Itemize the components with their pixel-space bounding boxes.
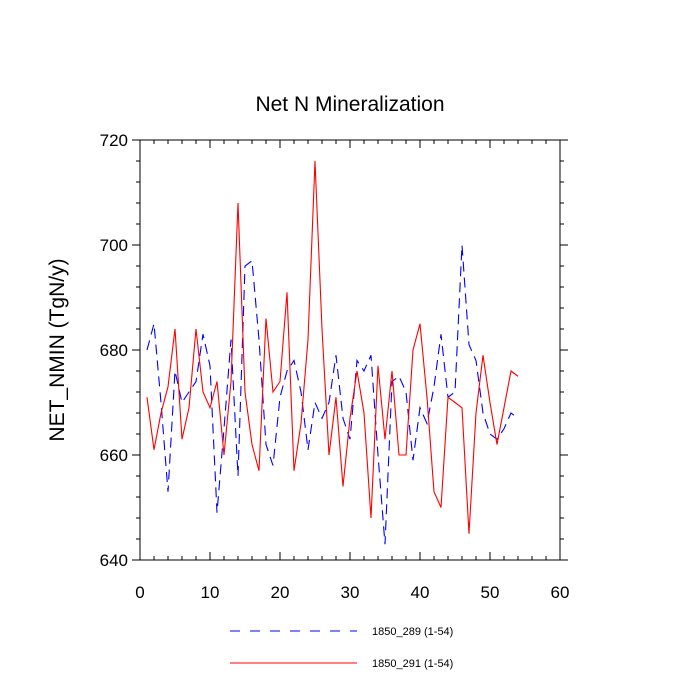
y-tick-label: 720 xyxy=(100,131,128,150)
y-tick-label: 660 xyxy=(100,446,128,465)
chart-title: Net N Mineralization xyxy=(255,93,444,116)
plot-frame xyxy=(139,139,561,561)
y-tick-label: 700 xyxy=(100,236,128,255)
series-line-1 xyxy=(146,244,519,545)
x-tick-label: 20 xyxy=(271,583,290,602)
x-tick-label: 60 xyxy=(551,583,570,602)
legend-label-2: 1850_291 (1-54) xyxy=(372,658,453,670)
series-layer xyxy=(146,160,519,545)
x-tick-label: 0 xyxy=(135,583,144,602)
axis-ticks: 0 10 20 30 40 50 60 640 660 680 700 720 xyxy=(100,131,570,602)
y-tick-label: 680 xyxy=(100,341,128,360)
x-tick-label: 10 xyxy=(201,583,220,602)
x-tick-label: 30 xyxy=(341,583,360,602)
y-tick-label: 640 xyxy=(100,551,128,570)
legend: 1850_289 (1-54) 1850_291 (1-54) xyxy=(230,626,453,670)
legend-label-1: 1850_289 (1-54) xyxy=(372,626,453,638)
y-axis-label: NET_NMIN (TgN/y) xyxy=(46,258,69,441)
x-tick-label: 50 xyxy=(481,583,500,602)
series-line-2 xyxy=(146,160,519,534)
x-tick-label: 40 xyxy=(411,583,430,602)
